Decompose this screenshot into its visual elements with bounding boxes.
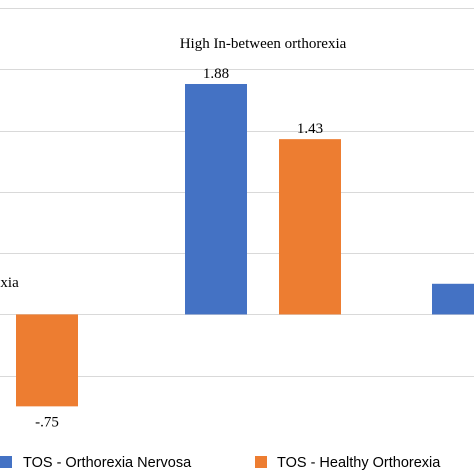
data-label-0-1: 1.88 <box>203 66 229 82</box>
legend-swatch-orthorexia-nervosa <box>0 456 12 468</box>
bar-0-1 <box>185 83 247 315</box>
category-label-1: High In-between orthorexia <box>180 36 347 52</box>
category-label-0: orexia <box>0 275 19 291</box>
bar-1-1 <box>279 139 341 315</box>
legend-label-orthorexia-nervosa: TOS - Orthorexia Nervosa <box>23 455 192 471</box>
bar-0-2 <box>432 283 474 315</box>
data-label-1-0: -.75 <box>35 414 59 430</box>
bar-1-0 <box>16 314 78 407</box>
data-label-1-1: 1.43 <box>297 121 323 137</box>
legend: TOS - Orthorexia Nervosa TOS - Healthy O… <box>0 455 441 471</box>
category-labels: orexiaHigh In-between orthorexiaMode <box>0 36 347 291</box>
data-labels: 1.88 -.75 1.43 <box>35 66 323 430</box>
legend-label-healthy-orthorexia: TOS - Healthy Orthorexia <box>277 455 441 471</box>
bars <box>16 83 474 407</box>
legend-swatch-healthy-orthorexia <box>255 456 267 468</box>
